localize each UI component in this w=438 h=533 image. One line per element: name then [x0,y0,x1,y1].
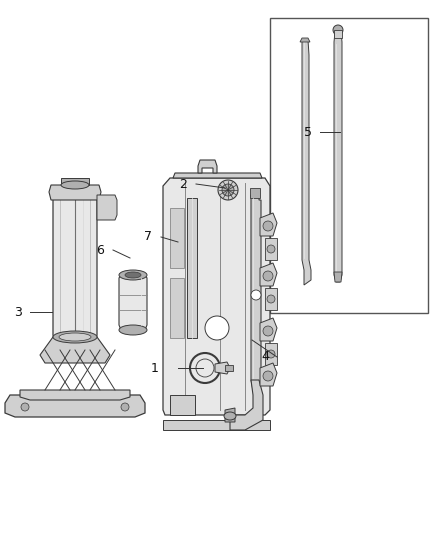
Text: 3: 3 [14,305,22,319]
Text: 5: 5 [304,125,312,139]
Polygon shape [215,362,229,374]
Ellipse shape [119,325,147,335]
Circle shape [263,271,273,281]
Bar [170,278,184,338]
Polygon shape [40,337,110,363]
Polygon shape [250,188,260,198]
Polygon shape [260,263,277,286]
Circle shape [267,295,275,303]
Polygon shape [334,30,342,38]
Polygon shape [5,395,145,417]
Bar [187,198,197,338]
Ellipse shape [59,333,91,341]
Polygon shape [97,195,117,220]
Circle shape [121,403,129,411]
Polygon shape [170,395,195,415]
Polygon shape [49,185,101,200]
Text: 6: 6 [96,244,104,256]
Polygon shape [334,32,342,282]
Bar [265,238,277,260]
Bar [170,208,184,268]
Polygon shape [260,318,277,341]
Text: 2: 2 [179,177,187,190]
Polygon shape [300,38,310,42]
Circle shape [251,290,261,300]
Polygon shape [230,380,263,430]
Polygon shape [163,420,270,430]
Ellipse shape [125,272,141,278]
Polygon shape [173,173,262,178]
Ellipse shape [119,270,147,280]
Circle shape [267,350,275,358]
Polygon shape [119,275,147,330]
Circle shape [263,371,273,381]
Polygon shape [225,365,233,371]
Polygon shape [260,213,277,236]
Text: 4: 4 [261,351,269,364]
Bar [270,18,428,313]
Bar [265,288,277,310]
Circle shape [205,316,229,340]
Text: 1: 1 [151,361,159,375]
Polygon shape [20,390,130,400]
Polygon shape [251,195,261,390]
Polygon shape [260,363,277,386]
Polygon shape [225,408,235,422]
Circle shape [21,403,29,411]
Ellipse shape [61,181,89,189]
Circle shape [222,184,234,196]
Circle shape [333,25,343,35]
Circle shape [267,245,275,253]
Bar [265,343,277,365]
Circle shape [218,180,238,200]
Circle shape [263,221,273,231]
Polygon shape [334,272,342,282]
Polygon shape [53,190,97,345]
Polygon shape [198,160,217,173]
Text: 7: 7 [144,230,152,244]
Circle shape [263,326,273,336]
Polygon shape [163,178,270,415]
Ellipse shape [53,331,97,343]
Polygon shape [302,40,311,285]
Ellipse shape [224,412,236,420]
Polygon shape [61,178,89,185]
